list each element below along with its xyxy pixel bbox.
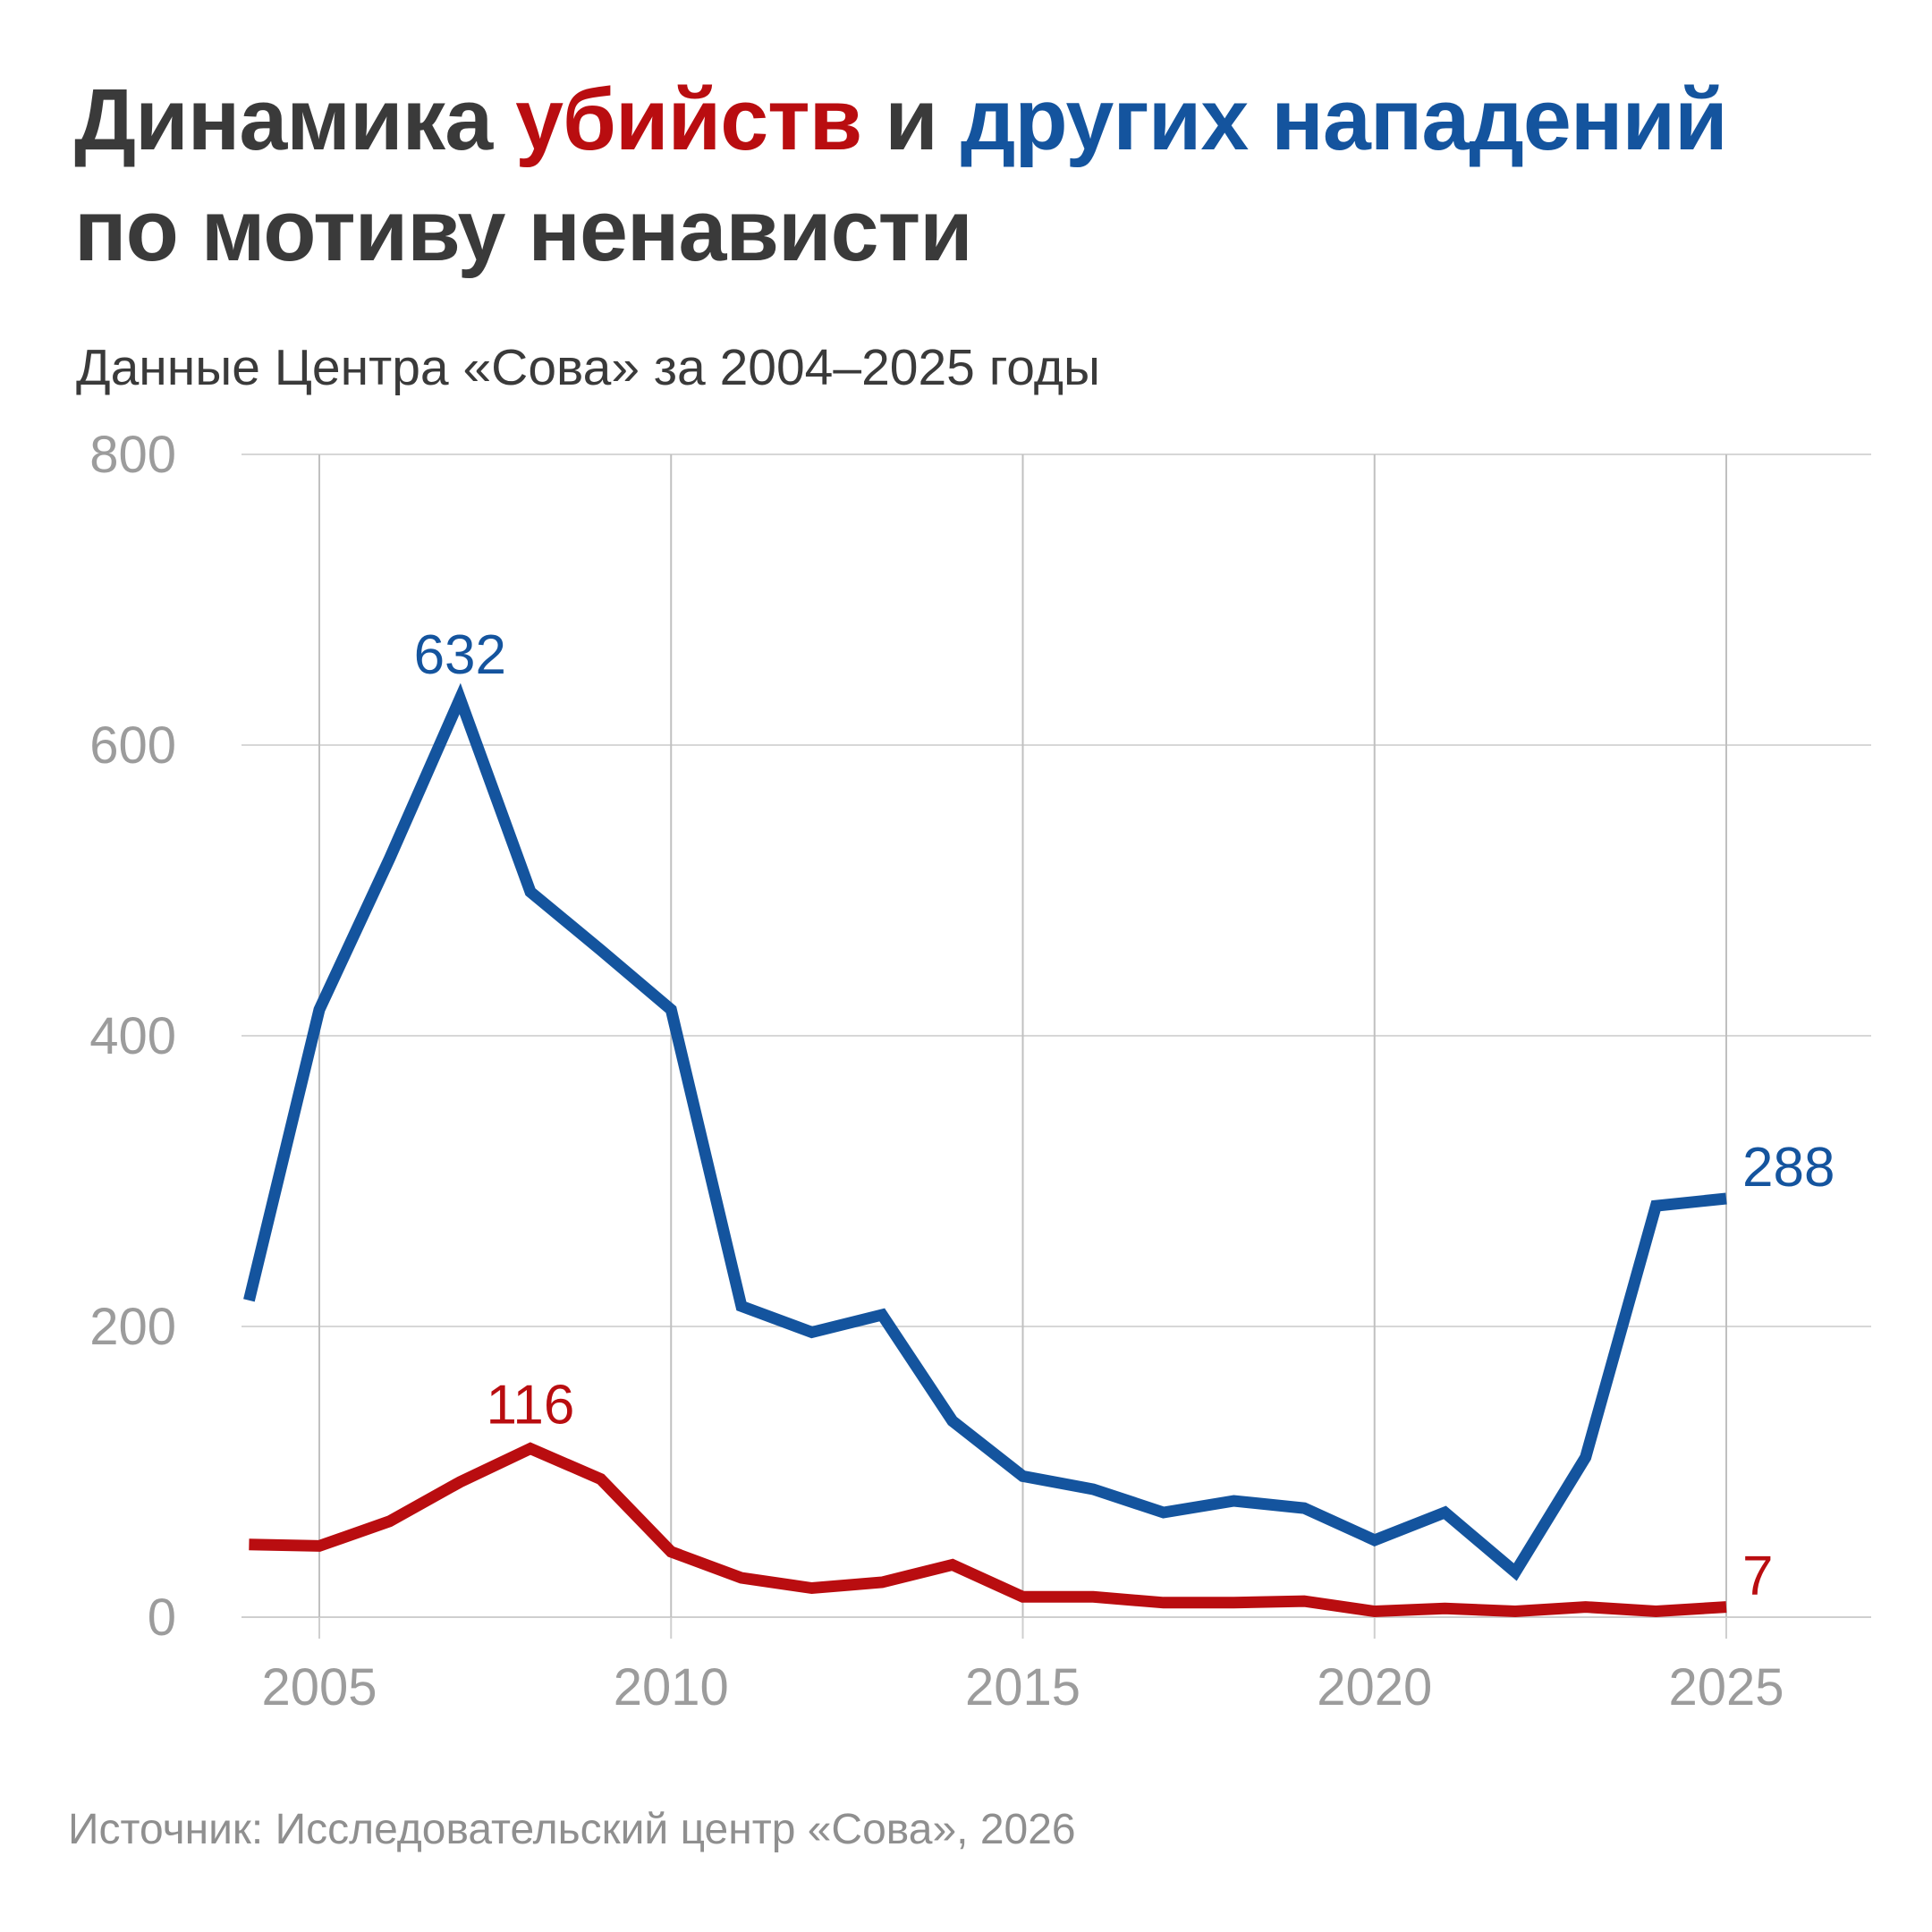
x-tick-label-2005: 2005: [261, 1658, 377, 1716]
y-tick-label-800: 800: [89, 426, 176, 484]
title-line-2: по мотиву ненависти: [74, 182, 973, 280]
x-tick-label-2010: 2010: [614, 1658, 729, 1716]
source-note: Источник: Исследовательский центр «Сова»…: [68, 1806, 1076, 1853]
x-tick-label-2020: 2020: [1317, 1658, 1432, 1716]
title-part-dynamics: Динамика: [74, 71, 516, 168]
value-label-116: 116: [487, 1375, 575, 1436]
y-tick-label-200: 200: [89, 1298, 176, 1356]
y-tick-label-400: 400: [89, 1007, 176, 1065]
value-label-632: 632: [414, 624, 506, 686]
title-part-murders: убийств: [515, 71, 862, 168]
murders-line: [249, 1442, 1727, 1618]
y-tick-label-0: 0: [148, 1589, 176, 1647]
title-part-other-attacks: других нападений: [960, 71, 1728, 168]
x-tick-label-2025: 2025: [1668, 1658, 1784, 1716]
chart-subtitle: Данные Центра «Сова» за 2004–2025 годы: [76, 339, 1100, 396]
value-label-7: 7: [1742, 1546, 1773, 1607]
x-tick-label-2015: 2015: [965, 1658, 1080, 1716]
y-tick-label-600: 600: [89, 716, 176, 775]
attacks-line: [243, 682, 1727, 1581]
title-part-and: и: [861, 71, 961, 168]
chart-title: Динамика убийств и других нападений по м…: [74, 64, 1863, 286]
value-label-288: 288: [1742, 1137, 1835, 1199]
